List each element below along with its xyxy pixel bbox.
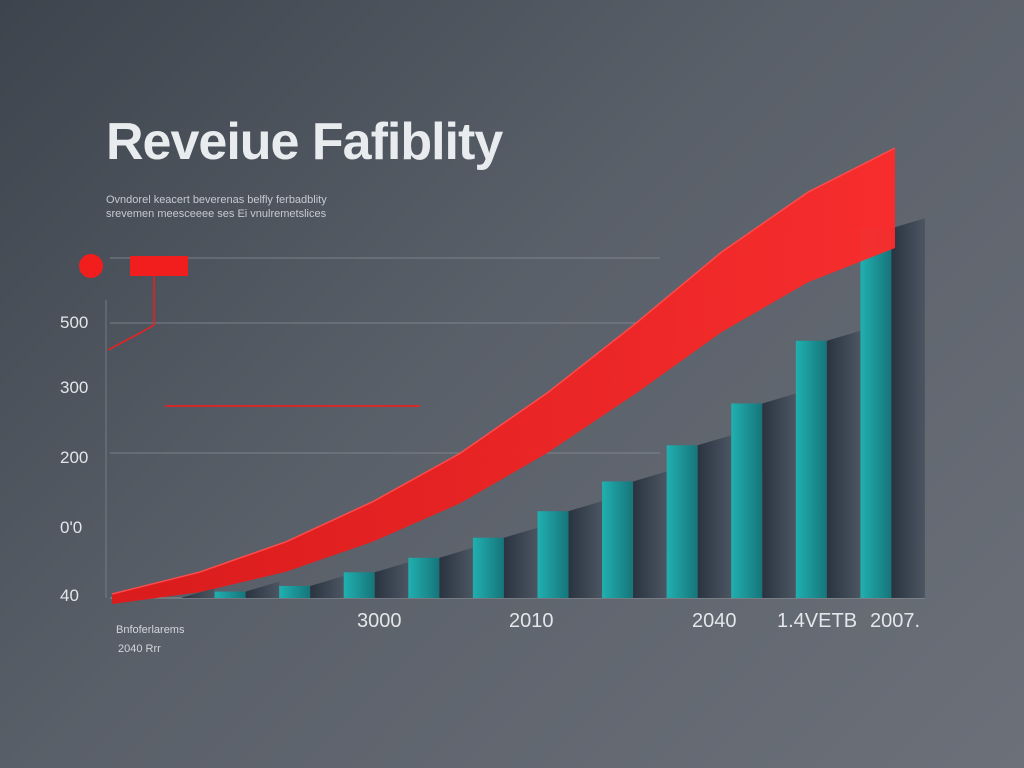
trend-line	[111, 147, 896, 595]
bar-side	[503, 527, 538, 598]
bar-side	[697, 435, 732, 598]
bar-side	[568, 501, 603, 598]
bar-side	[374, 562, 409, 598]
trend-band	[112, 148, 895, 604]
bar	[666, 445, 698, 598]
bar	[795, 340, 827, 598]
bar	[602, 481, 634, 598]
bar-side	[826, 330, 861, 598]
bar-side	[245, 581, 280, 598]
bar	[408, 557, 440, 598]
chart-subtitle-line-1: Ovndorel keacert beverenas belfly ferbad…	[106, 194, 327, 206]
bar	[537, 511, 569, 598]
trend-area	[111, 147, 896, 604]
y-tick-label: 40	[60, 586, 79, 605]
bars	[181, 218, 925, 598]
bar-side	[633, 471, 667, 598]
legend-leader	[107, 276, 155, 351]
bar	[731, 403, 763, 598]
bar	[214, 591, 246, 598]
chart-subtitle-line-2: srevemen meesceeee ses Ei vnulremetslice…	[106, 208, 327, 220]
x-tick-label: 2010	[509, 610, 554, 632]
y-tick-label: 0'0	[60, 518, 83, 537]
x-tick-label: 3000	[357, 610, 402, 632]
y-tick-label: 200	[60, 448, 89, 467]
footnote-line-1: Bnfoferlarems	[116, 624, 185, 636]
bar	[343, 572, 375, 598]
bar-side	[891, 218, 925, 598]
bar	[860, 228, 892, 598]
bar-side	[762, 393, 796, 598]
legend-markers	[79, 254, 420, 407]
footnote-line-2: 2040 Rrr	[118, 643, 161, 655]
x-tick-label: 1.4VETB	[777, 610, 858, 632]
bar	[472, 537, 504, 598]
x-tick-label: 2040	[692, 610, 737, 632]
bar-side	[310, 575, 344, 598]
x-tick-label: 2007.	[870, 610, 921, 632]
bar	[279, 585, 311, 598]
legend-dot	[79, 254, 103, 278]
y-tick-label: 300	[60, 378, 89, 397]
chart-title: Reveiue Fafiblity	[106, 113, 503, 171]
legend-swatch	[130, 256, 188, 276]
bar-side	[439, 547, 473, 598]
y-tick-label: 500	[60, 313, 89, 332]
